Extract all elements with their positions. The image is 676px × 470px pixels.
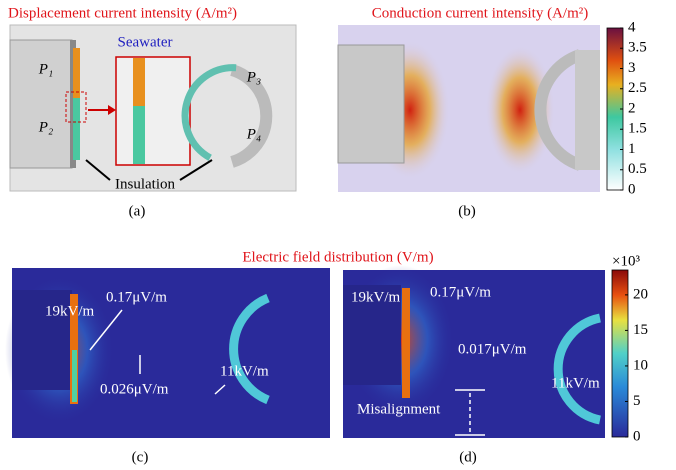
colorbar-tick-label: 2 xyxy=(628,100,636,116)
misalignment-label: Misalignment xyxy=(357,401,441,417)
field-label: 11kV/m xyxy=(551,375,600,391)
port-label: P₂ xyxy=(38,119,53,135)
port-label: P₁ xyxy=(38,61,53,77)
colorbar-tick-label: 1 xyxy=(628,141,636,157)
panel-b xyxy=(338,25,600,192)
panel-d: 19kV/m 0.17μV/m 0.017μV/m 11kV/m Misalig… xyxy=(343,265,605,438)
colorbar-tick-label: 0.5 xyxy=(628,161,647,177)
field-label: 0.026μV/m xyxy=(100,381,169,397)
insulation-label: Insulation xyxy=(115,176,175,192)
colorbar-tick-label: 2.5 xyxy=(628,80,647,96)
panel-title: Conduction current intensity (A/m²) xyxy=(372,5,589,21)
colorbar-tick-label: 4 xyxy=(628,19,636,35)
colorbar-tick-label: 1.5 xyxy=(628,121,647,137)
figure-title: Electric field distribution (V/m) xyxy=(242,249,433,265)
colorbar-multiplier: ×10³ xyxy=(612,253,640,269)
port-label: P₃ xyxy=(246,69,261,85)
colorbar-tick-label: 3.5 xyxy=(628,40,647,56)
port-label: P₄ xyxy=(246,126,261,142)
panel-a: Seawater P₁ P₂ P₃ P₄ Insulation xyxy=(10,25,296,192)
colorbar-tick-label: 15 xyxy=(633,322,648,338)
field-label: 0.17μV/m xyxy=(106,289,167,305)
field-label: 19kV/m xyxy=(351,289,401,305)
caption: (a) xyxy=(129,203,146,219)
caption: (c) xyxy=(132,449,149,465)
caption: (d) xyxy=(459,449,477,465)
field-label: 19kV/m xyxy=(45,303,95,319)
field-label: 0.017μV/m xyxy=(458,341,527,357)
colorbar-tick-label: 0 xyxy=(633,428,641,444)
medium-label: Seawater xyxy=(118,34,173,50)
colorbar-tick-label: 0 xyxy=(628,181,636,197)
panel-title: Displacement current intensity (A/m²) xyxy=(8,5,237,21)
colorbar-tick-label: 5 xyxy=(633,393,641,409)
figure: Seawater P₁ P₂ P₃ P₄ Insulation Displace… xyxy=(0,0,676,470)
field-label: 11kV/m xyxy=(220,363,269,379)
panel-c: 19kV/m 0.17μV/m 0.026μV/m 11kV/m xyxy=(5,268,330,438)
colorbar-tick-label: 3 xyxy=(628,60,636,76)
colorbar-tick-label: 10 xyxy=(633,357,648,373)
colorbar-tick-label: 20 xyxy=(633,286,648,302)
field-label: 0.17μV/m xyxy=(430,284,491,300)
caption: (b) xyxy=(458,203,476,219)
